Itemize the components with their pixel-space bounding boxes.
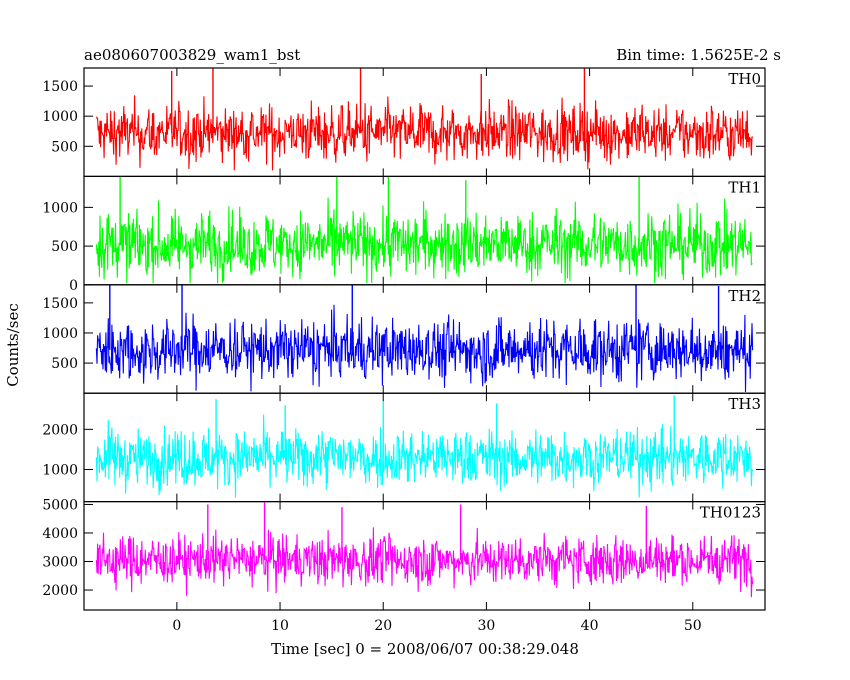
x-tick-label-0: 0 bbox=[172, 618, 181, 634]
panel-label-th3: TH3 bbox=[728, 395, 761, 413]
y-tick-label-th0123-0: 2000 bbox=[42, 583, 78, 599]
y-tick-label-th2-2: 1500 bbox=[42, 296, 78, 312]
y-axis-label: Counts/sec bbox=[4, 303, 22, 387]
panel-label-th2: TH2 bbox=[728, 287, 761, 305]
panel-th0: 500 1000 1500 TH0 bbox=[42, 67, 766, 178]
y-tick-label-th0-1: 1000 bbox=[42, 109, 78, 125]
y-tick-label-th2-0: 500 bbox=[51, 356, 78, 372]
series-th2 bbox=[95, 304, 754, 393]
y-tick-label-th3-0: 1000 bbox=[42, 462, 78, 478]
y-tick-label-th0-2: 1500 bbox=[42, 79, 78, 95]
y-tick-label-th1-2: 1000 bbox=[42, 200, 78, 216]
panel-th0123: 2000 3000 4000 5000 TH0123 bbox=[42, 497, 766, 611]
x-tick-label-1: 10 bbox=[271, 618, 289, 634]
series-th0123 bbox=[95, 527, 754, 598]
panel-label-th0: TH0 bbox=[728, 70, 761, 88]
series-th3 bbox=[95, 414, 754, 498]
panel-label-th0123: TH0123 bbox=[700, 504, 761, 522]
panel-th1: 0 500 1000 TH1 bbox=[42, 175, 766, 294]
series-th1 bbox=[95, 197, 753, 284]
panel-label-th1: TH1 bbox=[728, 178, 761, 196]
series-th0 bbox=[95, 95, 754, 171]
panel-th2: 500 1000 1500 TH2 bbox=[42, 284, 766, 394]
y-tick-label-th0-0: 500 bbox=[51, 139, 78, 155]
bin-time-label: Bin time: 1.5625E-2 s bbox=[616, 46, 781, 64]
panel-frame-th0123 bbox=[83, 501, 766, 611]
plot-title: ae080607003829_wam1_bst bbox=[84, 46, 300, 64]
y-tick-label-th1-1: 500 bbox=[51, 239, 78, 255]
x-tick-label-4: 40 bbox=[581, 618, 599, 634]
y-tick-label-th0123-2: 4000 bbox=[42, 526, 78, 542]
y-tick-label-th0123-1: 3000 bbox=[42, 555, 78, 571]
x-tick-label-5: 50 bbox=[684, 618, 702, 634]
x-tick-label-2: 20 bbox=[374, 618, 392, 634]
y-tick-label-th2-1: 1000 bbox=[42, 326, 78, 342]
panel-th3: 1000 2000 TH3 bbox=[42, 392, 766, 503]
x-axis-label: Time [sec] 0 = 2008/06/07 00:38:29.048 bbox=[271, 640, 579, 658]
y-tick-label-th1-0: 0 bbox=[69, 278, 78, 294]
y-tick-label-th0123-3: 5000 bbox=[42, 497, 78, 513]
x-tick-label-3: 30 bbox=[477, 618, 495, 634]
y-tick-label-th3-1: 2000 bbox=[42, 422, 78, 438]
